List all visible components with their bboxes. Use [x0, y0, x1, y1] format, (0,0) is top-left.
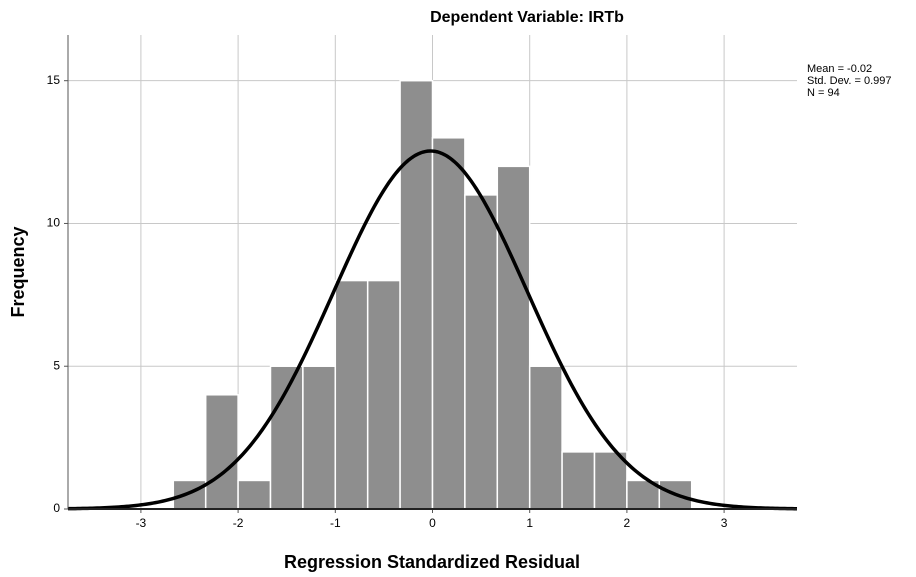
bar — [334, 279, 369, 510]
bar — [237, 479, 272, 510]
x-tick-label: 0 — [429, 516, 436, 530]
y-axis-label: Frequency — [8, 226, 28, 317]
bar — [464, 194, 499, 510]
y-tick-label: 0 — [53, 501, 60, 515]
bar — [172, 479, 207, 510]
bar — [431, 137, 466, 510]
x-tick-label: 1 — [526, 516, 533, 530]
y-tick-label: 5 — [53, 358, 60, 372]
x-tick-label: -3 — [136, 516, 147, 530]
stats-label: N = 94 — [807, 87, 840, 99]
chart-title: Dependent Variable: IRTb — [430, 9, 624, 26]
normal-curve — [67, 149, 798, 511]
bar — [399, 79, 434, 510]
stats-label: Mean = -0.02 — [807, 63, 872, 75]
x-tick-label: 2 — [624, 516, 631, 530]
bar — [204, 394, 239, 510]
bar — [302, 365, 337, 510]
x-tick-label: -1 — [330, 516, 341, 530]
bar — [561, 451, 596, 510]
bar — [496, 165, 531, 510]
y-tick-label: 15 — [47, 73, 61, 87]
bar — [528, 365, 563, 510]
x-tick-label: 3 — [721, 516, 728, 530]
stats-label: Std. Dev. = 0.997 — [807, 75, 892, 87]
x-axis-label: Regression Standardized Residual — [284, 552, 580, 572]
y-tick-label: 10 — [47, 216, 61, 230]
x-tick-label: -2 — [233, 516, 244, 530]
bar — [366, 279, 401, 510]
